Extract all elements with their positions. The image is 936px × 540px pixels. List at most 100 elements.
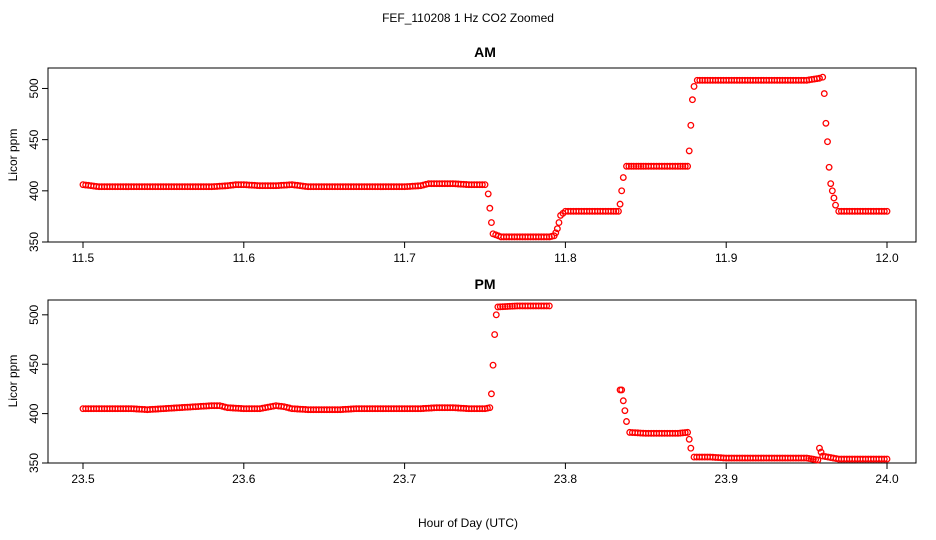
am-data-point bbox=[688, 96, 696, 104]
am-data-point bbox=[610, 207, 618, 215]
pm-data-point bbox=[504, 302, 511, 310]
am-data-point bbox=[486, 204, 494, 212]
pm-data-point bbox=[545, 302, 553, 310]
pm-data-point bbox=[687, 444, 695, 452]
pm-data-point bbox=[491, 331, 499, 339]
pm-data-point bbox=[880, 455, 888, 463]
pm-data-point bbox=[883, 455, 891, 463]
am-y-tick-label: 450 bbox=[27, 129, 41, 149]
pm-data-point bbox=[679, 429, 687, 437]
pm-x-tick-label: 23.8 bbox=[554, 472, 578, 486]
x-axis-label: Hour of Day (UTC) bbox=[418, 516, 518, 530]
pm-data-point bbox=[816, 444, 823, 452]
am-data-point bbox=[630, 162, 638, 170]
pm-y-tick-label: 500 bbox=[27, 304, 41, 324]
pm-y-tick-label: 450 bbox=[27, 354, 41, 374]
pm-data-point bbox=[496, 303, 504, 311]
am-data-point bbox=[674, 162, 682, 170]
am-data-point bbox=[478, 181, 486, 189]
am-data-point bbox=[828, 187, 836, 195]
am-y-tick-label: 350 bbox=[27, 232, 41, 252]
am-x-tick-label: 11.9 bbox=[715, 251, 738, 265]
am-x-tick-label: 11.5 bbox=[72, 251, 95, 265]
pm-data-point bbox=[508, 302, 516, 310]
am-data-point bbox=[824, 138, 831, 146]
pm-data-points bbox=[79, 302, 891, 464]
am-data-point bbox=[637, 162, 645, 170]
pm-data-point bbox=[623, 418, 630, 425]
am-y-tick-label: 400 bbox=[27, 180, 41, 200]
pm-data-point bbox=[685, 435, 693, 443]
pm-y-axis-label: Licor ppm bbox=[6, 355, 20, 408]
pm-panel: PM Licor ppm 23.5 23.6 23.7 23.8 23.9 24.0 350… bbox=[6, 276, 917, 486]
pm-data-point bbox=[492, 311, 500, 319]
pm-x-tick-label: 23.7 bbox=[393, 472, 417, 486]
pm-data-point bbox=[674, 429, 682, 437]
am-data-point bbox=[685, 147, 693, 155]
pm-plot-frame bbox=[47, 299, 917, 464]
pm-data-point bbox=[618, 386, 626, 394]
am-data-point bbox=[687, 121, 695, 129]
am-data-points bbox=[79, 73, 891, 241]
am-panel-title: AM bbox=[474, 44, 496, 60]
pm-panel-title: PM bbox=[475, 276, 496, 292]
am-data-point bbox=[552, 229, 560, 237]
am-data-point bbox=[616, 200, 624, 208]
am-data-point bbox=[553, 225, 561, 233]
pm-data-point bbox=[499, 303, 507, 311]
pm-data-point bbox=[684, 428, 692, 436]
am-data-point bbox=[481, 181, 489, 189]
am-data-point bbox=[612, 207, 620, 215]
am-data-point bbox=[681, 162, 689, 170]
am-ticks: 11.5 11.6 11.7 11.8 11.9 12.0 350 400 450 500 bbox=[27, 78, 899, 265]
am-data-point bbox=[632, 162, 640, 170]
am-data-point bbox=[676, 162, 684, 170]
pm-data-point bbox=[814, 456, 822, 464]
am-data-point bbox=[555, 219, 563, 226]
am-data-point bbox=[625, 162, 633, 170]
pm-data-point bbox=[489, 361, 497, 369]
pm-data-point bbox=[681, 429, 689, 437]
pm-data-point bbox=[486, 404, 494, 412]
am-data-point bbox=[819, 73, 827, 81]
am-data-point bbox=[627, 162, 635, 170]
am-data-point bbox=[827, 180, 835, 188]
figure-title: FEF_110208 1 Hz CO2 Zoomed bbox=[382, 11, 554, 25]
am-data-point bbox=[618, 187, 626, 195]
pm-data-point bbox=[506, 302, 514, 310]
pm-data-point bbox=[501, 303, 509, 310]
pm-data-point bbox=[817, 448, 825, 456]
pm-data-point bbox=[494, 303, 502, 311]
pm-data-point bbox=[487, 390, 495, 398]
am-plot-frame bbox=[47, 67, 917, 243]
am-x-tick-label: 11.6 bbox=[233, 251, 256, 265]
am-data-point bbox=[690, 82, 698, 90]
am-x-tick-label: 12.0 bbox=[875, 251, 899, 265]
pm-x-tick-label: 23.6 bbox=[232, 472, 256, 486]
am-data-point bbox=[684, 162, 692, 170]
am-y-axis-label: Licor ppm bbox=[6, 129, 20, 182]
am-data-point bbox=[880, 207, 888, 215]
am-data-point bbox=[822, 119, 830, 127]
pm-x-tick-label: 24.0 bbox=[875, 472, 899, 486]
pm-ticks: 23.5 23.6 23.7 23.8 23.9 24.0 350 400 450 500 bbox=[27, 304, 899, 486]
am-data-point bbox=[619, 174, 627, 181]
am-data-point bbox=[883, 207, 891, 215]
am-x-tick-label: 11.7 bbox=[393, 251, 416, 265]
am-data-point bbox=[487, 219, 495, 226]
pm-y-tick-label: 400 bbox=[27, 403, 41, 423]
am-data-point bbox=[830, 194, 838, 202]
pm-data-point bbox=[621, 407, 629, 415]
pm-data-point bbox=[676, 429, 684, 437]
am-x-tick-label: 11.8 bbox=[554, 251, 577, 265]
am-data-point bbox=[679, 162, 687, 170]
am-data-point bbox=[816, 74, 823, 82]
am-data-point bbox=[825, 163, 833, 171]
am-panel: AM Licor ppm 11.5 11.6 11.7 11.8 11.9 12.0 350… bbox=[6, 44, 917, 265]
am-y-tick-label: 500 bbox=[27, 78, 41, 98]
am-data-point bbox=[832, 201, 839, 209]
pm-x-tick-label: 23.9 bbox=[715, 472, 739, 486]
pm-data-point bbox=[543, 302, 551, 310]
am-data-point bbox=[820, 90, 828, 98]
